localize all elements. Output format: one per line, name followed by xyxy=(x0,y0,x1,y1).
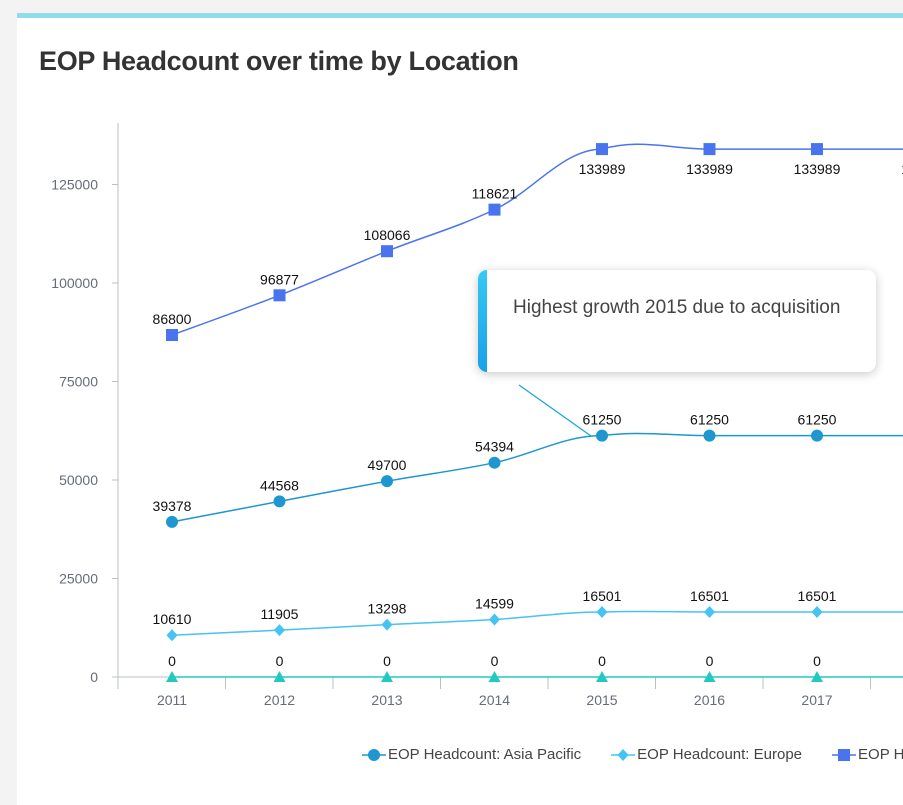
diamond-data-point[interactable] xyxy=(381,618,393,631)
diamond-data-point[interactable] xyxy=(811,605,823,618)
circle-data-point[interactable] xyxy=(811,429,823,442)
chart-legend: EOP Headcount: Asia Pacific EOP Headcount… xyxy=(362,746,903,763)
square-data-point[interactable] xyxy=(811,143,823,156)
diamond-data-point[interactable] xyxy=(489,613,500,626)
data-label: 108066 xyxy=(364,227,411,243)
square-legend-icon xyxy=(832,748,857,762)
square-data-point[interactable] xyxy=(488,203,501,216)
y-tick-label: 50000 xyxy=(59,472,98,488)
diamond-data-point[interactable] xyxy=(274,624,285,637)
data-label: 86800 xyxy=(153,311,192,327)
data-label: 61250 xyxy=(690,412,729,428)
data-label: 49700 xyxy=(368,457,407,473)
triangle-data-point[interactable] xyxy=(596,671,608,682)
data-label: 118621 xyxy=(472,186,518,202)
diamond-data-point[interactable] xyxy=(596,605,608,618)
circle-data-point[interactable] xyxy=(703,429,716,442)
series-line xyxy=(171,432,903,523)
line-chart: 0 25000 50000 75000 100000 125000 2011 2012 2013… xyxy=(51,123,903,708)
legend-item[interactable]: EOP He xyxy=(832,746,903,763)
y-tick-label: 75000 xyxy=(59,374,98,390)
diamond-legend-marker[interactable] xyxy=(617,748,629,761)
triangle-data-point[interactable] xyxy=(811,671,823,682)
circle-data-point[interactable] xyxy=(381,475,393,488)
x-tick-label: 2017 xyxy=(801,692,832,708)
y-tick-label: 125000 xyxy=(51,177,98,193)
legend-item[interactable]: EOP Headcount: Asia Pacific xyxy=(362,746,581,763)
square-legend-marker[interactable] xyxy=(838,748,851,761)
chart-series-markers xyxy=(166,143,823,682)
chart-series-lines xyxy=(171,143,903,678)
data-label: 0 xyxy=(813,653,821,669)
circle-data-point[interactable] xyxy=(273,495,286,508)
x-tick-label: 2011 xyxy=(157,692,187,708)
y-tick-label: 0 xyxy=(90,669,98,685)
data-label: 11905 xyxy=(261,606,299,622)
data-label: 0 xyxy=(706,653,714,669)
triangle-data-point[interactable] xyxy=(488,671,501,682)
legend-label: EOP Headcount: Europe xyxy=(637,746,803,763)
chart-card: EOP Headcount over time by Location 0 250… xyxy=(17,13,903,805)
chart-data-labels: 3937844568497005439461250612506125061250… xyxy=(153,161,903,669)
square-data-point[interactable] xyxy=(166,329,178,342)
legend-label: EOP He xyxy=(858,746,903,763)
annotation-callout[interactable]: Highest growth 2015 due to acquisition xyxy=(478,270,876,372)
diamond-legend-icon xyxy=(611,748,636,762)
data-label: 0 xyxy=(598,653,606,669)
data-label: 133989 xyxy=(686,161,733,177)
x-tick-label: 2013 xyxy=(371,692,402,708)
data-label: 13298 xyxy=(368,601,407,617)
circle-legend-icon xyxy=(362,748,386,762)
triangle-data-point[interactable] xyxy=(273,671,286,682)
callout-accent-bar xyxy=(478,270,487,372)
x-tick-label: 2015 xyxy=(586,692,617,708)
square-data-point[interactable] xyxy=(273,289,286,302)
data-label: 10610 xyxy=(153,611,192,627)
legend-item[interactable]: EOP Headcount: Europe xyxy=(611,746,802,763)
diamond-data-point[interactable] xyxy=(704,605,715,618)
y-tick-label: 100000 xyxy=(51,275,98,291)
circle-data-point[interactable] xyxy=(166,515,178,528)
square-data-point[interactable] xyxy=(381,245,393,258)
x-tick-label: 2016 xyxy=(694,692,725,708)
data-label: 16501 xyxy=(583,588,622,604)
data-label: 0 xyxy=(276,653,284,669)
annotation-text: Highest growth 2015 due to acquisition xyxy=(513,297,841,318)
data-label: 133989 xyxy=(579,161,626,177)
series-line xyxy=(171,143,903,336)
y-tick-label: 25000 xyxy=(59,571,98,587)
square-data-point[interactable] xyxy=(703,143,716,156)
x-tick-label: 2012 xyxy=(264,692,295,708)
data-label: 14599 xyxy=(475,595,514,611)
data-label: 39378 xyxy=(153,498,192,514)
chart-axes: 0 25000 50000 75000 100000 125000 2011 2012 2013… xyxy=(51,123,903,708)
data-label: 16501 xyxy=(690,588,729,604)
series-line xyxy=(171,610,903,636)
circle-data-point[interactable] xyxy=(596,429,608,442)
data-label: 44568 xyxy=(260,477,299,493)
data-label: 0 xyxy=(383,653,391,669)
circle-data-point[interactable] xyxy=(488,456,501,469)
triangle-data-point[interactable] xyxy=(166,671,178,682)
data-label: 96877 xyxy=(260,271,299,287)
data-label: 133989 xyxy=(794,161,841,177)
data-label: 54394 xyxy=(475,439,514,455)
x-tick-label: 2014 xyxy=(479,692,510,708)
legend-label: EOP Headcount: Asia Pacific xyxy=(388,746,582,763)
triangle-data-point[interactable] xyxy=(703,671,716,682)
data-label: 61250 xyxy=(798,412,837,428)
annotation-pointer-line xyxy=(518,384,592,437)
chart-title: EOP Headcount over time by Location xyxy=(39,46,519,76)
square-data-point[interactable] xyxy=(596,143,608,156)
circle-legend-marker[interactable] xyxy=(368,748,380,761)
diamond-data-point[interactable] xyxy=(166,629,178,642)
data-label: 0 xyxy=(491,653,499,669)
triangle-data-point[interactable] xyxy=(381,671,393,682)
data-label: 0 xyxy=(168,653,176,669)
data-label: 61250 xyxy=(583,412,622,428)
data-label: 16501 xyxy=(798,588,837,604)
data-label: 133989 xyxy=(901,161,903,177)
